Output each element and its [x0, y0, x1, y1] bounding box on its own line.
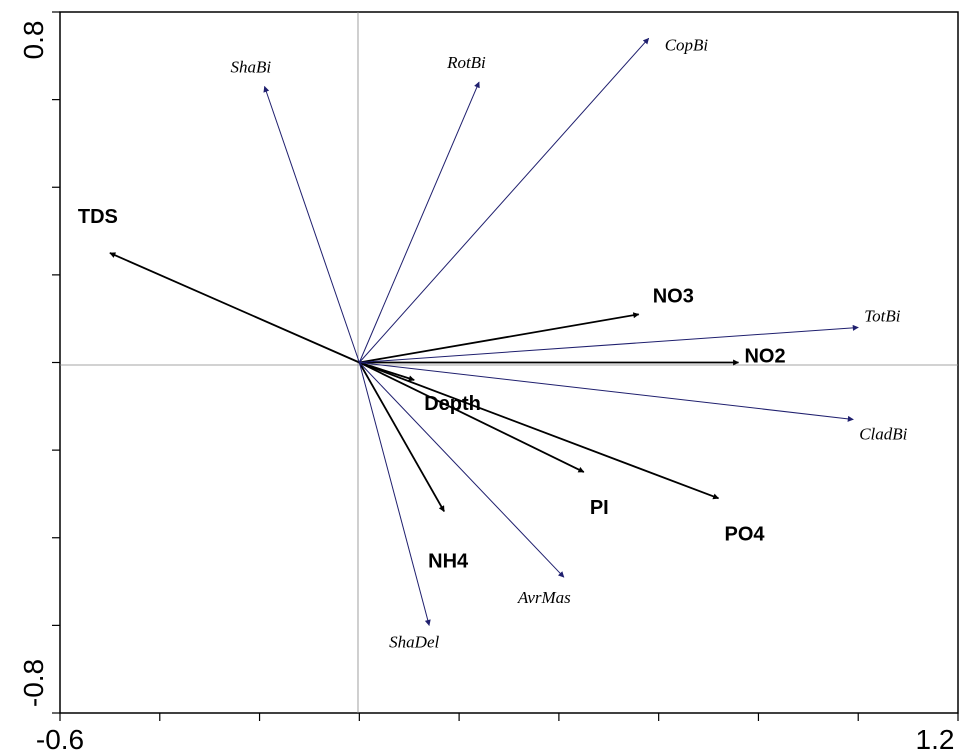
env-label-no2: NO2	[744, 346, 785, 368]
env-label-tds: TDS	[78, 206, 118, 228]
species-vector-shadel	[358, 362, 431, 626]
env-label-pi: PI	[590, 497, 609, 519]
env-vector-nh4	[358, 362, 445, 512]
species-label-shabi: ShaBi	[231, 57, 272, 76]
x-tick-label-max: 1.2	[916, 724, 955, 755]
species-vector-avrmas	[358, 362, 565, 578]
env-vector-tds	[109, 252, 360, 364]
species-label-rotbi: RotBi	[446, 53, 486, 72]
y-tick-label-min: -0.8	[18, 659, 49, 707]
species-vector-cladbi	[359, 362, 854, 422]
species-label-copbi: CopBi	[665, 35, 709, 54]
species-vector-shabi	[263, 85, 360, 363]
species-label-avrmas: AvrMas	[517, 588, 571, 607]
x-tick-label-min: -0.6	[36, 724, 84, 755]
y-tick-label-max: 0.8	[18, 21, 49, 60]
species-vector-rotbi	[358, 81, 480, 363]
env-vector-no3	[359, 312, 640, 364]
env-vector-pi	[358, 361, 585, 473]
env-label-depth: Depth	[424, 393, 481, 415]
species-label-totbi: TotBi	[864, 306, 901, 325]
vector-layer: TDS NO3 NO2 Depth PI PO4 NH4 ShaBi RotBi CopBi Tot…	[78, 35, 908, 651]
axis-ticks	[52, 11, 959, 721]
env-label-po4: PO4	[725, 523, 766, 545]
env-label-no3: NO3	[653, 285, 694, 307]
env-label-nh4: NH4	[428, 550, 469, 572]
species-label-shadel: ShaDel	[389, 632, 439, 651]
species-vector-totbi	[359, 324, 859, 363]
species-vector-copbi	[358, 37, 650, 363]
env-vector-po4	[359, 361, 720, 500]
species-label-cladbi: CladBi	[859, 424, 907, 443]
